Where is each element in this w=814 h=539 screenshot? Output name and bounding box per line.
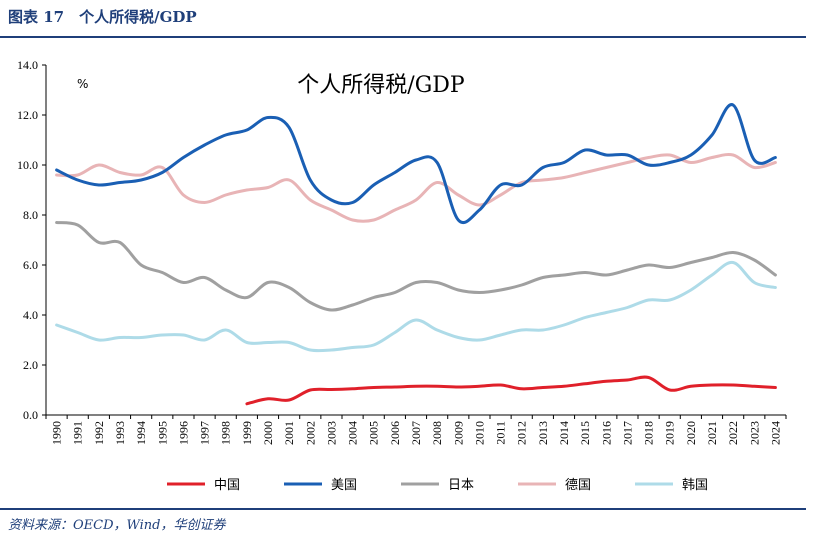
x-tick-label: 2024: [768, 421, 782, 445]
x-tick-label: 2002: [303, 421, 317, 445]
y-tick-label: 12.0: [17, 108, 38, 122]
x-tick-label: 2020: [684, 421, 698, 445]
x-tick-label: 1994: [134, 421, 148, 445]
x-tick-label: 2019: [663, 421, 677, 445]
source-note: 资料来源：OECD，Wind，华创证券: [8, 518, 226, 533]
x-tick-label: 1991: [71, 421, 85, 445]
y-tick-label: 8.0: [23, 208, 38, 222]
x-tick-label: 1995: [155, 421, 169, 445]
legend-label: 德国: [565, 478, 591, 493]
y-tick-label: 10.0: [17, 158, 38, 172]
legend-label: 韩国: [682, 478, 708, 493]
x-tick-label: 2006: [388, 421, 402, 445]
y-tick-label: 0.0: [23, 408, 38, 422]
y-axis-unit-label: %: [77, 77, 88, 91]
legend-label: 美国: [331, 478, 357, 493]
x-tick-label: 2010: [472, 421, 486, 445]
legend-label: 日本: [448, 478, 474, 493]
x-tick-label: 2007: [409, 421, 423, 445]
x-tick-label: 2000: [261, 421, 275, 445]
legend: 中国 美国 日本 德国 韩国: [167, 478, 708, 493]
x-tick-label: 2005: [367, 421, 381, 445]
x-tick-label: 2018: [642, 421, 656, 445]
y-tick-label: 2.0: [23, 358, 38, 372]
y-tick-label: 14.0: [17, 58, 38, 72]
x-tick-label: 1992: [92, 421, 106, 445]
y-tick-label: 4.0: [23, 308, 38, 322]
x-tick-label: 1996: [176, 421, 190, 445]
x-tick-label: 2021: [705, 421, 719, 445]
x-tick-label: 2003: [324, 421, 338, 445]
y-tick-label: 6.0: [23, 258, 38, 272]
x-tick-label: 2013: [536, 421, 550, 445]
x-tick-label: 1993: [113, 421, 127, 445]
axes: 0.0 2.0 4.0 6.0 8.0 10.0 12.0 14.0 1990 1991 1992 1…: [17, 58, 787, 445]
x-tick-label: 1998: [219, 421, 233, 445]
x-tick-label: 2022: [726, 421, 740, 445]
x-tick-label: 2011: [494, 421, 508, 445]
figure-title: 图表 17 个人所得税/GDP: [8, 8, 197, 26]
chart-title: 个人所得税/GDP: [297, 73, 465, 98]
legend-label: 中国: [214, 478, 240, 493]
series-line-4: [55, 153, 777, 223]
x-tick-label: 2008: [430, 421, 444, 445]
x-tick-label: 2012: [515, 421, 529, 445]
x-tick-label: 2017: [620, 421, 634, 445]
x-tick-label: 1997: [198, 421, 212, 445]
x-tick-label: 1999: [240, 421, 254, 445]
x-tick-label: 2001: [282, 421, 296, 445]
x-tick-label: 2015: [578, 421, 592, 445]
x-tick-label: 2014: [557, 421, 571, 445]
top-rule: [0, 36, 806, 38]
x-tick-label: 2016: [599, 421, 613, 445]
series-line-1: [245, 375, 777, 406]
series-line-2: [55, 103, 777, 225]
bottom-rule: [0, 508, 806, 510]
x-tick-label: 2004: [346, 421, 360, 445]
x-tick-label: 2023: [747, 421, 761, 445]
series-line-3: [55, 221, 777, 312]
x-tick-label: 1990: [50, 421, 64, 445]
x-tick-label: 2009: [451, 421, 465, 445]
series-layer: [55, 103, 777, 406]
series-line-5: [55, 260, 777, 353]
